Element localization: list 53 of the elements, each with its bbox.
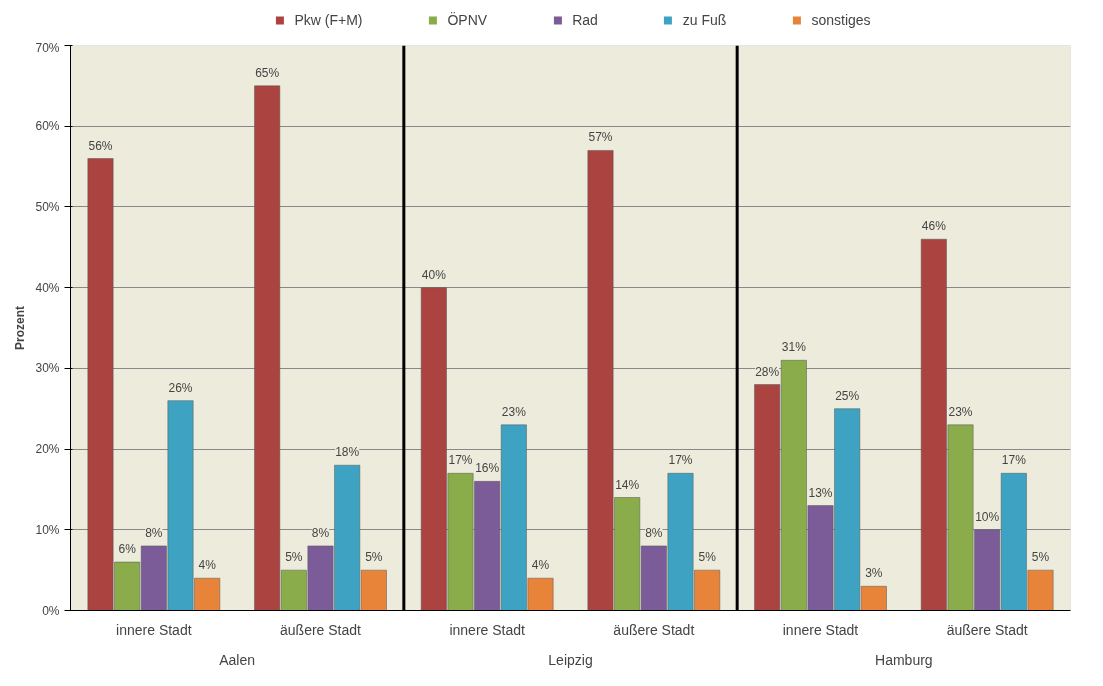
legend-label: ÖPNV <box>447 12 488 28</box>
data-label: 56% <box>88 138 113 153</box>
y-tick-label: 20% <box>35 442 60 457</box>
data-label: 28% <box>755 364 780 379</box>
data-label: 5% <box>698 550 717 565</box>
data-label: 5% <box>365 550 383 565</box>
y-tick-label: 70% <box>35 40 60 55</box>
y-tick-label: 40% <box>35 280 60 295</box>
data-label: 6% <box>118 542 137 557</box>
x-tick-label: äußere Stadt <box>280 621 362 638</box>
legend-label: zu Fuß <box>682 12 727 28</box>
data-label: 23% <box>501 404 527 419</box>
data-label: 17% <box>1001 453 1027 468</box>
data-label: 17% <box>448 453 473 468</box>
text: Leipzig <box>548 651 593 668</box>
x-tick-label: innere Stadt <box>116 621 192 638</box>
data-label: 16% <box>475 461 500 476</box>
data-label: 4% <box>198 558 217 573</box>
x-tick-label: äußere Stadt <box>946 621 1028 638</box>
data-label: 13% <box>808 485 833 500</box>
data-label: 17% <box>668 453 693 468</box>
y-axis-title: Prozent <box>13 305 28 350</box>
data-label: 8% <box>145 525 163 540</box>
legend-label: sonstiges <box>811 12 871 28</box>
legend-label: Rad <box>572 12 598 28</box>
data-label: 3% <box>865 566 883 581</box>
data-label: 8% <box>311 525 330 540</box>
x-tick-label: innere Stadt <box>449 621 526 638</box>
data-label: 31% <box>781 340 807 355</box>
x-tick-label: äußere Stadt <box>613 621 695 638</box>
data-label: 46% <box>921 219 947 234</box>
data-label: 8% <box>645 525 663 540</box>
data-label: 5% <box>285 550 303 565</box>
y-tick-label: 50% <box>35 199 60 214</box>
y-tick-label: 60% <box>35 119 60 134</box>
x-tick-label: innere Stadt <box>782 621 859 638</box>
data-label: 23% <box>948 404 973 419</box>
y-tick-label: 0% <box>42 603 60 618</box>
data-label: 26% <box>168 380 193 395</box>
text: Hamburg <box>875 651 933 668</box>
data-label: 10% <box>975 509 1000 524</box>
text: Aalen <box>219 651 256 668</box>
data-label: 5% <box>1031 550 1050 565</box>
data-label: 65% <box>255 65 280 80</box>
data-label: 4% <box>531 558 550 573</box>
data-label: 40% <box>421 267 447 282</box>
legend-label: Pkw (F+M) <box>294 12 363 28</box>
y-tick-label: 30% <box>35 361 60 376</box>
data-label: 25% <box>835 388 860 403</box>
data-label: 14% <box>615 477 640 492</box>
y-tick-label: 10% <box>35 522 60 537</box>
data-label: 57% <box>588 130 613 145</box>
data-label: 18% <box>335 445 360 460</box>
